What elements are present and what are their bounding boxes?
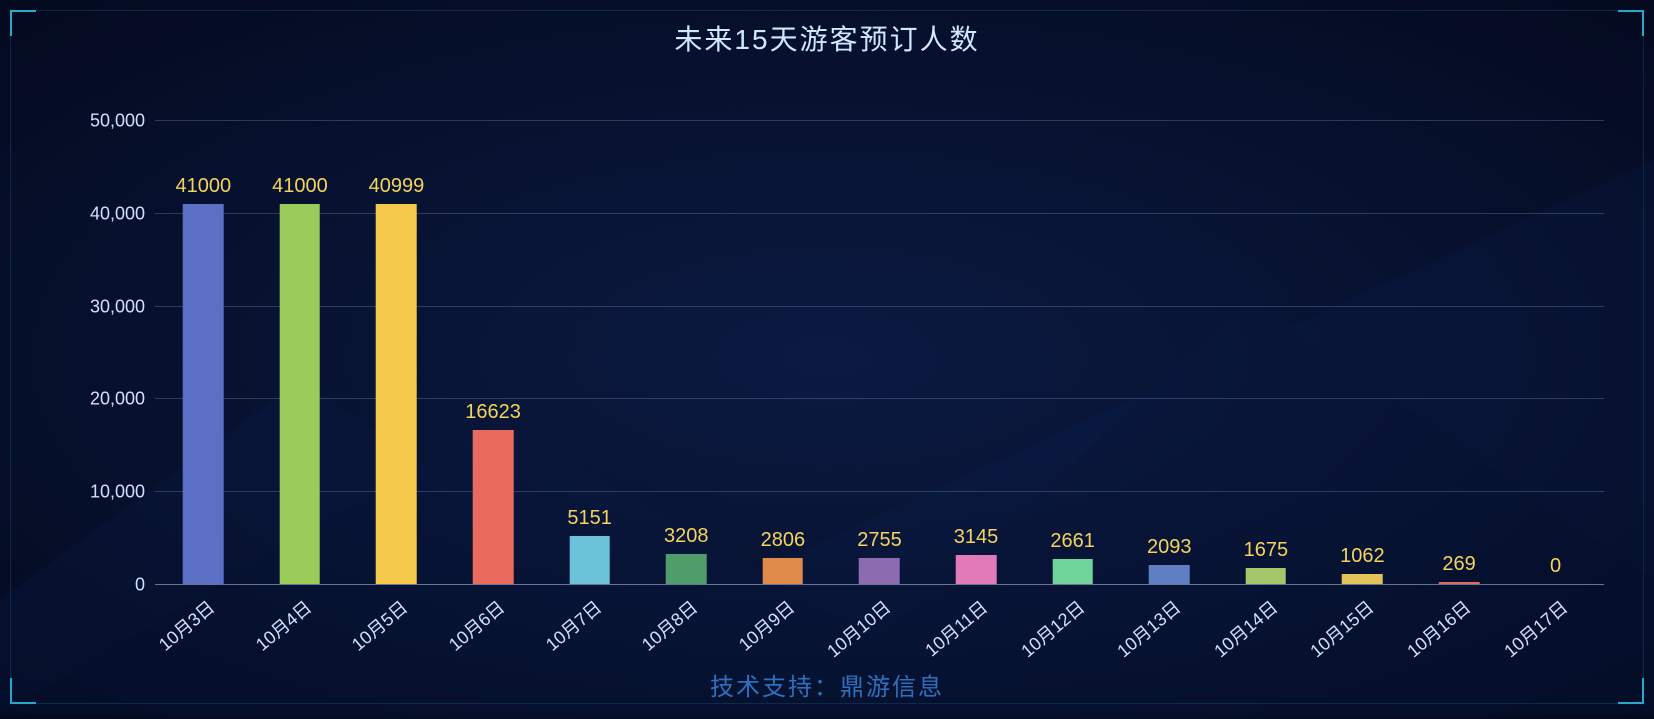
bar-slot: 515110月7日 bbox=[541, 120, 638, 584]
bar-slot: 314510月11日 bbox=[928, 120, 1025, 584]
y-tick-label: 10,000 bbox=[90, 482, 155, 503]
bar-value-label: 3145 bbox=[954, 526, 999, 549]
bar-slot: 4100010月4日 bbox=[252, 120, 349, 584]
bar bbox=[183, 204, 224, 584]
bar-value-label: 41000 bbox=[272, 175, 328, 198]
bar-value-label: 40999 bbox=[369, 175, 425, 198]
bar-value-label: 2755 bbox=[857, 529, 902, 552]
bar-slot: 167510月14日 bbox=[1218, 120, 1315, 584]
bar bbox=[376, 204, 417, 584]
bar-slot: 26910月16日 bbox=[1411, 120, 1508, 584]
bar bbox=[763, 558, 804, 584]
bar-value-label: 1062 bbox=[1340, 545, 1385, 568]
chart-title: 未来15天游客预订人数 bbox=[0, 18, 1654, 58]
bar-value-label: 2093 bbox=[1147, 536, 1192, 559]
bar-value-label: 0 bbox=[1550, 555, 1561, 578]
bar-value-label: 269 bbox=[1442, 553, 1475, 576]
bar-slot: 280610月9日 bbox=[735, 120, 832, 584]
bar-value-label: 16623 bbox=[465, 401, 521, 424]
y-tick-label: 40,000 bbox=[90, 203, 155, 224]
bar-value-label: 3208 bbox=[664, 525, 709, 548]
bar-slot: 266110月12日 bbox=[1024, 120, 1121, 584]
bars-container: 4100010月3日4100010月4日4099910月5日1662310月6日… bbox=[155, 120, 1604, 584]
y-tick-label: 50,000 bbox=[90, 111, 155, 132]
bar-value-label: 5151 bbox=[567, 507, 612, 530]
y-tick-label: 20,000 bbox=[90, 389, 155, 410]
bar-value-label: 2661 bbox=[1050, 530, 1095, 553]
bar-value-label: 1675 bbox=[1244, 539, 1289, 562]
bar bbox=[569, 536, 610, 584]
bar-slot: 275510月10日 bbox=[831, 120, 928, 584]
footer-credit: 技术支持：鼎游信息 bbox=[0, 667, 1654, 702]
bar-slot: 010月17日 bbox=[1507, 120, 1604, 584]
bar bbox=[473, 430, 514, 584]
bar-slot: 4100010月3日 bbox=[155, 120, 252, 584]
bar-slot: 320810月8日 bbox=[638, 120, 735, 584]
bar-slot: 1662310月6日 bbox=[445, 120, 542, 584]
bar-slot: 209310月13日 bbox=[1121, 120, 1218, 584]
bar bbox=[666, 554, 707, 584]
y-tick-label: 0 bbox=[135, 575, 155, 596]
booking-chart: 010,00020,00030,00040,00050,000 4100010月… bbox=[85, 120, 1614, 584]
bar-slot: 4099910月5日 bbox=[348, 120, 445, 584]
bar bbox=[956, 555, 997, 584]
x-tick-label: 10月17日 bbox=[1556, 545, 1631, 614]
bar bbox=[280, 204, 321, 584]
bar bbox=[1052, 559, 1093, 584]
bar-slot: 106210月15日 bbox=[1314, 120, 1411, 584]
plot-area: 010,00020,00030,00040,00050,000 4100010月… bbox=[155, 120, 1604, 584]
y-tick-label: 30,000 bbox=[90, 296, 155, 317]
bar-value-label: 2806 bbox=[761, 529, 806, 552]
bar-value-label: 41000 bbox=[175, 175, 231, 198]
